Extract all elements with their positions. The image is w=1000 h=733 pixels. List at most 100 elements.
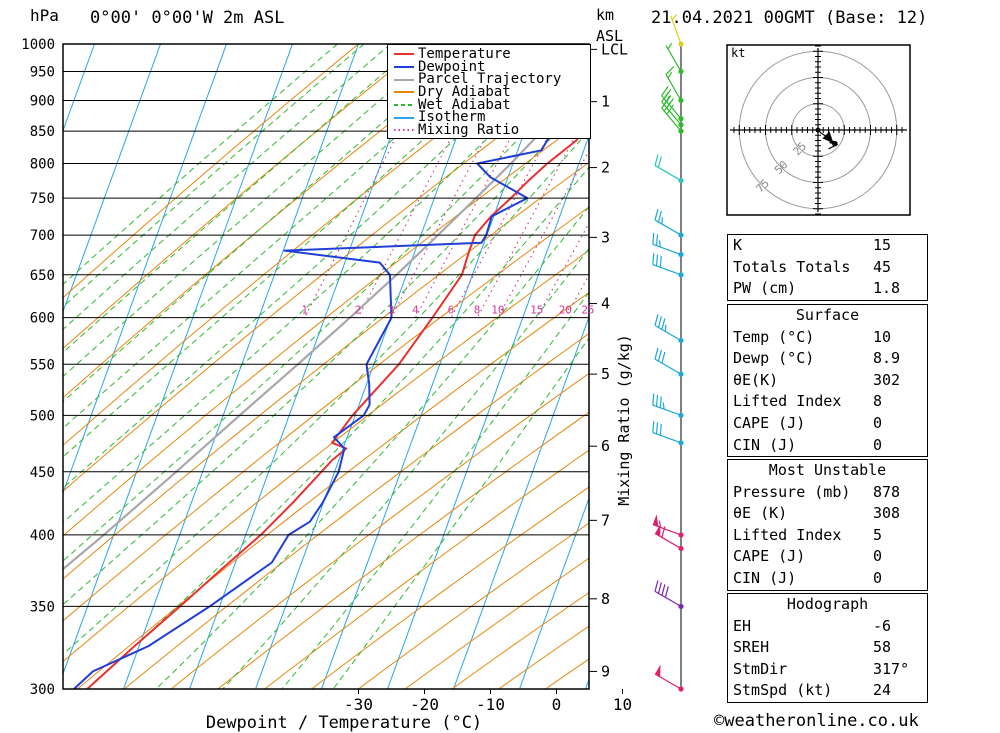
mixing-ratio-axis-label: Mixing Ratio (g/kg) xyxy=(615,334,633,506)
wind-barb-feather xyxy=(657,316,662,328)
info-key: EH xyxy=(733,616,752,635)
km-tick-label: 8 xyxy=(601,590,610,608)
wind-barb xyxy=(654,154,684,184)
mixing-ratio-label: 8 xyxy=(474,304,481,317)
copyright-symbol: © xyxy=(714,711,725,731)
info-value: 5 xyxy=(873,525,883,544)
legend-label: Dry Adiabat xyxy=(418,84,511,101)
hodograph-origin xyxy=(815,127,821,133)
wind-barb-feather xyxy=(654,580,659,592)
surface-title: Surface xyxy=(795,306,860,324)
info-value: 10 xyxy=(873,327,892,346)
legend-label: Wet Adiabat xyxy=(418,96,511,113)
pressure-tick-label: 350 xyxy=(30,599,55,615)
stability-indices-box: K 15 Totals Totals 45 PW (cm) 1.8 xyxy=(727,234,928,301)
info-key: Pressure (mb) xyxy=(733,482,851,501)
storm-point xyxy=(832,140,838,147)
pressure-tick-label: 650 xyxy=(30,268,55,284)
x-tick-label: 10 xyxy=(613,695,632,714)
km-unit-label: km xyxy=(596,6,615,24)
mixing-ratio-line xyxy=(536,222,589,318)
location-label: 0°00' 0°00'W 2m ASL xyxy=(90,8,285,28)
isotherm-line xyxy=(386,134,589,689)
wind-barbs xyxy=(652,14,684,692)
site-link[interactable]: weatheronline.co.uk xyxy=(724,711,919,731)
info-key: CAPE (J) xyxy=(733,547,806,566)
info-row: θE (K) 308 xyxy=(728,503,927,525)
wind-barb xyxy=(652,232,684,258)
wind-barb-feather xyxy=(665,65,675,75)
wind-barb-feather xyxy=(666,98,674,109)
isotherm-line xyxy=(63,44,294,676)
info-key: SREH xyxy=(733,638,770,657)
isotherm-line xyxy=(63,44,162,314)
wind-barb-feather xyxy=(652,253,655,265)
x-tick-label: -10 xyxy=(476,695,505,714)
info-value: 58 xyxy=(873,638,892,657)
info-row: StmDir 317° xyxy=(728,659,927,681)
wind-barb-feather xyxy=(657,156,662,168)
wind-barb xyxy=(665,65,684,104)
wind-barb-staff xyxy=(652,243,682,256)
plot-border xyxy=(62,43,590,690)
wind-barb xyxy=(652,514,684,538)
wet-adiabat-line xyxy=(222,247,589,689)
hodograph-unit-label: kt xyxy=(731,46,745,60)
copyright: ©weatheronline.co.uk xyxy=(714,711,919,731)
wind-barb xyxy=(652,393,684,418)
isotherm-line xyxy=(122,44,360,689)
wind-barb-dot xyxy=(678,603,684,610)
legend-label: Isotherm xyxy=(418,109,486,126)
wet-adiabat-line xyxy=(63,95,589,606)
mixing-ratio-label: 15 xyxy=(530,304,543,317)
wet-adiabat-line xyxy=(281,291,589,689)
legend-item: Dewpoint xyxy=(388,60,590,74)
wind-barb-pennant xyxy=(652,514,659,527)
wind-barb xyxy=(652,421,684,446)
isotherm-line xyxy=(518,496,589,689)
dry-adiabat-line xyxy=(63,161,589,580)
wind-barb-staff xyxy=(652,431,682,444)
x-tick-label: 0 xyxy=(552,695,562,714)
info-row: K 15 xyxy=(728,235,927,257)
pressure-tick-label: 750 xyxy=(30,191,55,207)
isotherm-line xyxy=(63,44,228,495)
info-key: θE (K) xyxy=(733,504,788,523)
wind-barb-staff xyxy=(654,219,682,236)
wind-barb-feather xyxy=(661,351,666,364)
km-tick-label: 5 xyxy=(601,365,610,383)
pressure-tick-label: 950 xyxy=(30,64,55,80)
info-value: 308 xyxy=(873,504,901,523)
wind-barb-feather xyxy=(666,104,674,115)
info-value: 878 xyxy=(873,482,901,501)
wind-barb-feather xyxy=(655,422,659,434)
mixing-ratio-label: 20 xyxy=(559,304,572,317)
info-row: Temp (°C) 10 xyxy=(728,327,927,349)
most-unstable-title: Most Unstable xyxy=(768,461,887,479)
wet-adiabat-line xyxy=(63,129,589,655)
wind-barb xyxy=(654,664,684,692)
info-value: 0 xyxy=(873,547,883,566)
wind-barb-feather xyxy=(658,520,661,528)
wind-barb xyxy=(665,43,684,75)
mixing-ratio-label: 2 xyxy=(355,304,362,317)
wind-barb-feather xyxy=(659,423,662,436)
km-tick-label: 4 xyxy=(601,295,610,313)
info-key: θE(K) xyxy=(733,370,779,389)
wind-barb-feather xyxy=(662,402,665,410)
pressure-tick-label: 450 xyxy=(30,465,55,481)
wind-barb-feather xyxy=(655,395,659,407)
wind-barb xyxy=(661,85,684,122)
pressure-tick-label: 800 xyxy=(30,157,55,173)
wind-barb xyxy=(654,580,684,610)
info-value: 302 xyxy=(873,370,901,389)
pressure-tick-label: 600 xyxy=(30,311,55,327)
legend-item: Mixing Ratio xyxy=(388,123,590,137)
wind-barb-staff xyxy=(654,590,682,607)
wind-barb-feather xyxy=(655,254,659,266)
x-tick-label: -30 xyxy=(344,695,373,714)
wind-barb-staff xyxy=(661,107,682,132)
legend-label: Parcel Trajectory xyxy=(418,71,562,88)
legend-swatch xyxy=(394,129,414,132)
